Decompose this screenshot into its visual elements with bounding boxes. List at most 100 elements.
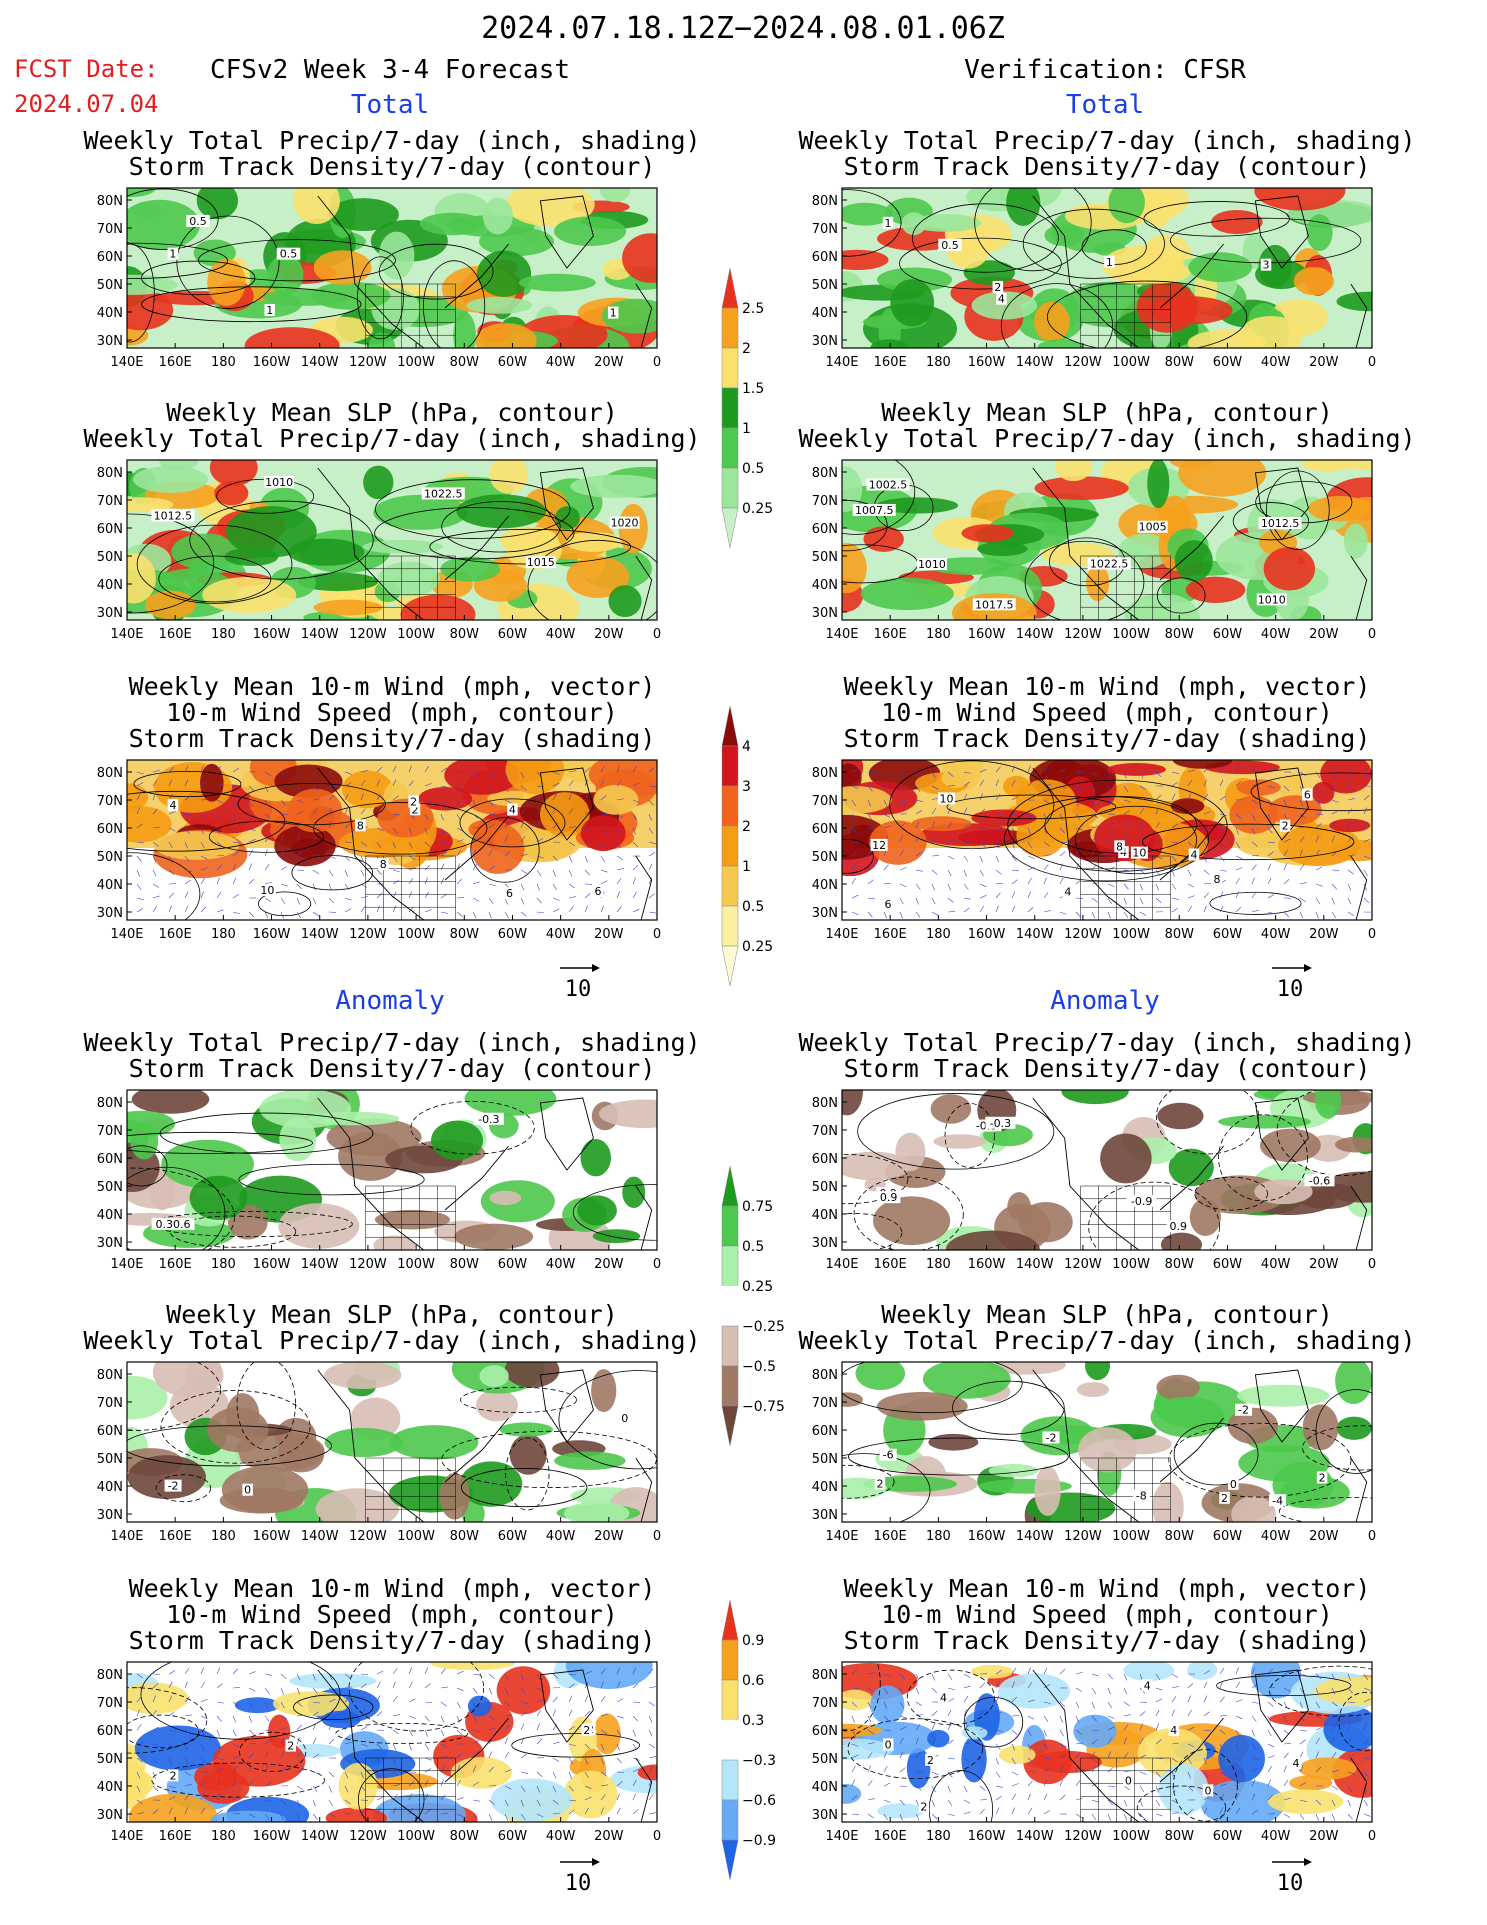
shading-blob	[1331, 839, 1372, 862]
contour-line	[1142, 823, 1355, 861]
contour-label: 6	[595, 885, 602, 898]
shading-blob	[1314, 1676, 1372, 1706]
lat-tick-label: 70N	[97, 1124, 123, 1139]
contour-line	[842, 838, 874, 874]
contour-label: 1005	[1139, 521, 1167, 534]
colorbar-label: 1.5	[742, 381, 764, 397]
shading-blob	[477, 250, 532, 297]
lon-tick-label: 140W	[301, 1829, 339, 1844]
lon-tick-label: 180	[211, 627, 236, 642]
lat-tick-label: 80N	[812, 1668, 838, 1683]
lon-tick-label: 0	[653, 1829, 661, 1844]
lon-tick-label: 120W	[1064, 1529, 1102, 1544]
shading-blob	[1145, 296, 1233, 325]
lat-tick-label: 50N	[97, 1752, 123, 1767]
shading-blob	[580, 815, 626, 852]
lat-tick-label: 40N	[812, 1480, 838, 1495]
contour-label: 1007.5	[855, 504, 894, 517]
shading-blob	[219, 1487, 304, 1514]
colorbar-label: 0.5	[742, 899, 764, 915]
panel-title-line: Weekly Mean 10-m Wind (mph, vector)	[128, 1574, 656, 1603]
shading-blob	[453, 311, 476, 348]
lon-tick-label: 0	[653, 627, 661, 642]
shading-blob	[1259, 1128, 1321, 1163]
lat-tick-label: 30N	[97, 606, 123, 621]
contour-line	[1088, 1181, 1220, 1250]
lat-tick-label: 30N	[812, 906, 838, 921]
shading-blob	[293, 188, 340, 225]
lon-tick-label: 120W	[349, 1829, 387, 1844]
shading-blob	[471, 823, 525, 874]
lon-tick-label: 20W	[1309, 355, 1339, 370]
lat-tick-label: 40N	[97, 578, 123, 593]
shading-blob	[608, 585, 642, 618]
lon-tick-label: 40W	[546, 1829, 576, 1844]
shading-blob	[928, 1433, 979, 1451]
shading-blob	[1335, 1362, 1372, 1404]
lon-tick-label: 80W	[1165, 927, 1195, 942]
lon-tick-label: 100W	[397, 1529, 435, 1544]
shading-blob	[464, 1090, 557, 1116]
lat-tick-label: 30N	[812, 1508, 838, 1523]
panel-title-line: Storm Track Density/7-day (shading)	[843, 1626, 1371, 1655]
shading-blob	[127, 1682, 189, 1714]
shading-blob	[1236, 1384, 1330, 1407]
lon-tick-label: 180	[211, 927, 236, 942]
map-svg: 1012.5 1010 1015 1022.5 1020 80N 70N 60N 50N 40N 3…	[97, 459, 661, 642]
lon-tick-label: 100W	[397, 355, 435, 370]
lon-tick-label: 80W	[450, 927, 480, 942]
lat-tick-label: 50N	[812, 1452, 838, 1467]
shading-blob	[1211, 210, 1263, 235]
contour-line	[889, 760, 1055, 850]
lat-tick-label: 70N	[812, 794, 838, 809]
contour-label: 1022.5	[424, 487, 463, 500]
panel-title-line: Weekly Mean SLP (hPa, contour)	[881, 398, 1333, 427]
lon-tick-label: 160E	[874, 1529, 907, 1544]
shading-blob	[1231, 1496, 1276, 1522]
panel-title-line: Storm Track Density/7-day (contour)	[843, 1054, 1371, 1083]
contour-label: 4	[1144, 1679, 1151, 1692]
shading-blob	[171, 533, 240, 570]
lat-tick-label: 40N	[812, 878, 838, 893]
shading-blob	[842, 1689, 874, 1711]
colorbar-label: 3	[742, 779, 751, 795]
contour-label: 2	[876, 1477, 883, 1490]
contour-line	[189, 500, 374, 580]
shading-blob	[1100, 1133, 1152, 1184]
shading-blob	[1302, 1404, 1339, 1451]
map-svg: 1 1 0.5 0.5 1 80N 70N 60N 50N 40N 30N 140E 160E 180 16…	[97, 187, 661, 370]
shading-blob	[977, 541, 1028, 557]
shading-blob	[922, 1362, 1011, 1399]
panel-title-line: Weekly Total Precip/7-day (inch, shading…	[798, 126, 1416, 155]
colorbar-label: 0.9	[742, 1633, 764, 1649]
lat-tick-label: 60N	[97, 1724, 123, 1739]
contour-label: 4	[998, 293, 1005, 306]
shading-blob	[998, 1673, 1071, 1709]
shading-blob	[637, 1764, 657, 1781]
shading-blob	[933, 1134, 987, 1149]
contour-line	[1266, 470, 1330, 550]
shading-blob	[389, 1425, 479, 1460]
contour-label: -0.6	[1309, 1174, 1330, 1187]
lon-tick-label: 160E	[874, 1829, 907, 1844]
map-panel-va-slp: -6 -4 -2 -8 -2 2 0 2 2 80N 70N 60N 50N 40N 30N 140E 160E…	[812, 1361, 1376, 1548]
lon-tick-label: 60W	[498, 1257, 528, 1272]
lon-tick-label: 180	[926, 355, 951, 370]
lon-tick-label: 40W	[546, 927, 576, 942]
shading-blob	[127, 497, 174, 512]
shading-blob	[1158, 1763, 1209, 1815]
contour-label: 0.30.6	[156, 1218, 191, 1231]
lon-tick-label: 140E	[825, 1257, 858, 1272]
lat-tick-label: 30N	[812, 1808, 838, 1823]
lon-tick-label: 160W	[968, 627, 1006, 642]
contour-line	[127, 1167, 235, 1250]
contour-line	[460, 1468, 588, 1508]
contour-line	[1155, 1090, 1259, 1155]
shading-blob	[196, 188, 239, 220]
shading-blob	[1085, 1362, 1110, 1381]
colorbar-label: 0.25	[742, 1279, 773, 1295]
panel-title-line: Weekly Mean 10-m Wind (mph, vector)	[128, 672, 656, 701]
fcst-date-label: FCST Date:	[14, 55, 159, 83]
contour-line	[1232, 502, 1310, 541]
